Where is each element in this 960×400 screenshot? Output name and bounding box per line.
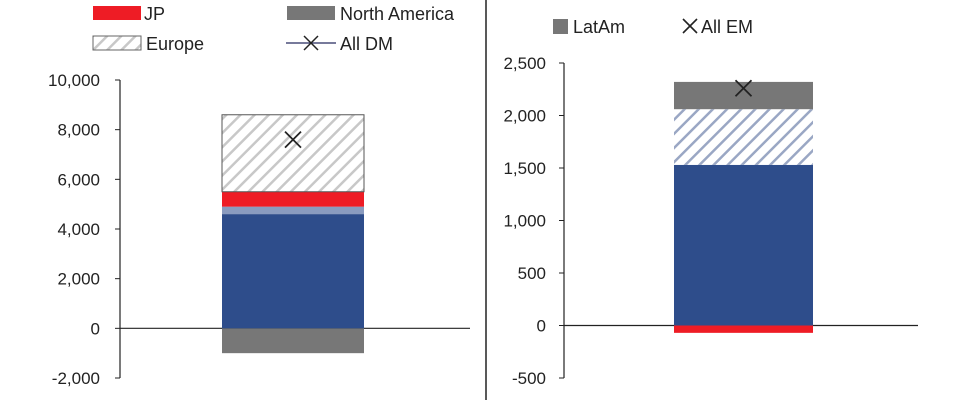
legend-swatch-jp (93, 6, 141, 20)
legend-right: LatAm All EM (553, 17, 753, 37)
legend-swatch-latam (553, 19, 568, 34)
y-tick-label-dm: 8,000 (57, 121, 100, 140)
legend-label-latam: LatAm (573, 17, 625, 37)
bar-segment-em-s1 (674, 164, 813, 326)
y-tick-label-em: -500 (512, 369, 546, 388)
y-tick-label-em: 500 (518, 264, 546, 283)
legend-left: JP North America Europe All DM (92, 4, 455, 54)
y-tick-label-em: 1,500 (503, 159, 546, 178)
chart-right-em: -500 0 500 1,000 1,500 2,000 2,500 (503, 54, 918, 388)
y-tick-label-em: 2,500 (503, 54, 546, 73)
marker-all-em (734, 79, 753, 97)
y-tick-label-dm: 4,000 (57, 220, 100, 239)
legend-label-jp: JP (144, 4, 165, 24)
legend-swatch-north-america (287, 6, 335, 20)
legend-label-north-america: North America (340, 4, 455, 24)
legend-marker-all-em (682, 18, 698, 34)
y-tick-label-dm: 6,000 (57, 170, 100, 189)
legend-swatch-europe (92, 35, 142, 51)
bar-segment-dm-north-america (222, 328, 364, 354)
y-tick-label-dm: 2,000 (57, 270, 100, 289)
legend-label-all-dm: All DM (340, 34, 393, 54)
bar-segment-dm-s2 (222, 206, 364, 215)
y-tick-label-em: 2,000 (503, 107, 546, 126)
y-tick-label-em: 0 (537, 317, 546, 336)
legend-label-all-em: All EM (701, 17, 753, 37)
bar-segment-em-s2 (674, 109, 813, 165)
y-tick-label-dm: 0 (91, 319, 100, 338)
bar-segment-em-s0 (674, 325, 813, 333)
legend-marker-all-dm (286, 35, 336, 51)
y-tick-label-em: 1,000 (503, 212, 546, 231)
bar-segment-dm-s1 (222, 214, 364, 329)
y-tick-label-dm: 10,000 (48, 71, 100, 90)
marker-all-dm (284, 130, 302, 149)
bar-segment-dm-europe (221, 114, 365, 193)
legend-label-europe: Europe (146, 34, 204, 54)
chart-left-dm: -2,000 0 2,000 4,000 6,000 8,000 10,000 (48, 71, 470, 388)
y-tick-label-dm: -2,000 (52, 369, 100, 388)
bar-segment-em-latam (674, 81, 813, 110)
bar-segment-dm-jp (222, 191, 364, 207)
